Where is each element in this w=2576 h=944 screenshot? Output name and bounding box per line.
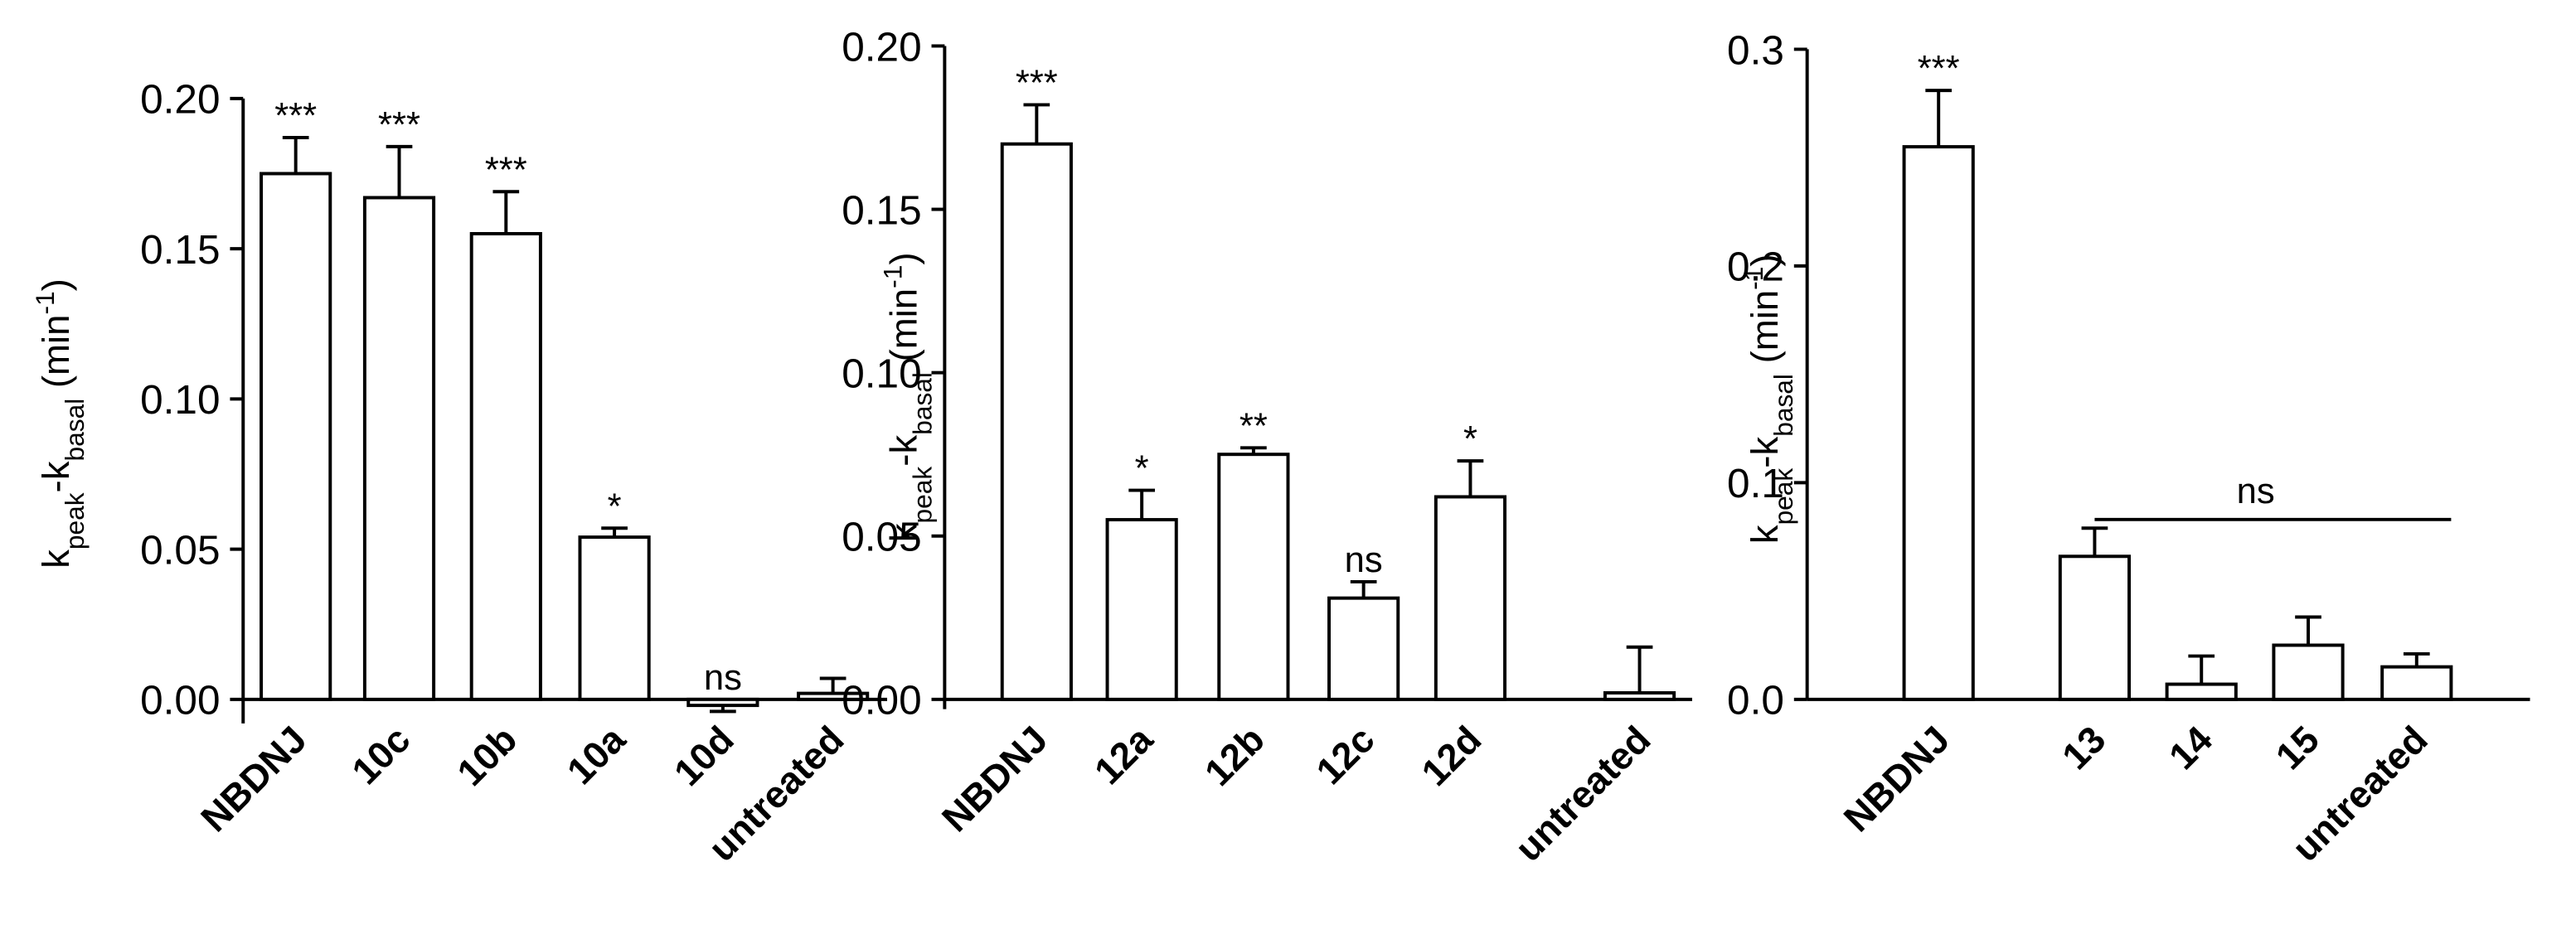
- significance-label: ***: [1918, 49, 1960, 89]
- x-tick-label: 10b: [449, 718, 526, 794]
- significance-label: ***: [378, 105, 420, 145]
- y-tick-label: 0.10: [842, 351, 921, 396]
- y-axis-label: kpeak-kbasal (min-1): [1739, 254, 1798, 544]
- y-label-part: (min: [35, 315, 77, 399]
- y-label-part: ): [35, 278, 77, 291]
- significance-label: *: [608, 487, 622, 526]
- significance-label: ***: [1016, 64, 1058, 104]
- y-label-part: basal: [1768, 374, 1798, 437]
- y-tick-label: 0.10: [140, 377, 220, 423]
- y-axis-label: kpeak-kbasal (min-1): [878, 253, 938, 543]
- bar: [1434, 495, 1507, 701]
- y-label-part: peak: [60, 492, 90, 549]
- y-label-part: peak: [1768, 468, 1798, 525]
- y-axis-label: kpeak-kbasal (min-1): [30, 278, 90, 569]
- significance-label: ns: [704, 658, 742, 698]
- y-tick-label: 0.15: [140, 227, 220, 273]
- x-tick-label: 15: [2268, 718, 2327, 777]
- y-tick-label: 0.20: [140, 77, 220, 123]
- y-tick-label: 0.20: [842, 24, 921, 70]
- bar: [2165, 682, 2238, 701]
- y-tick-label: 0.3: [1727, 27, 1784, 73]
- significance-label: *: [1463, 419, 1477, 459]
- y-tick-label: 0.2: [1727, 244, 1784, 290]
- y-tick-label: 0.1: [1727, 461, 1784, 506]
- y-label-part: (min: [1744, 290, 1786, 374]
- y-label-part: k: [1744, 525, 1786, 544]
- significance-label: ***: [485, 150, 527, 190]
- y-label-part: ): [1744, 254, 1786, 266]
- y-label-part: -k: [1744, 437, 1786, 468]
- significance-label: **: [1239, 406, 1268, 446]
- x-tick-label: NBDNJ: [1836, 718, 1957, 840]
- bar: [2058, 554, 2132, 701]
- bar: [1902, 145, 1975, 701]
- bar: [469, 231, 542, 701]
- x-tick-label: NBDNJ: [934, 718, 1055, 840]
- bar: [578, 535, 651, 701]
- bar: [2380, 665, 2453, 701]
- significance-label: *: [1135, 449, 1149, 489]
- x-tick-label: 14: [2161, 718, 2220, 777]
- y-label-part: -1: [30, 291, 60, 314]
- significance-label: ns: [2237, 472, 2275, 511]
- y-label-part: k: [883, 523, 925, 542]
- chart-panel: 0.00 0.05 0.10 0.15 0.20 kpeak-kbasal (min-1)…: [30, 77, 888, 869]
- y-label-part: ): [883, 253, 925, 265]
- x-tick-label: untreated: [1507, 718, 1659, 869]
- y-label-part: -1: [1739, 267, 1768, 290]
- x-tick-label: 12a: [1086, 718, 1161, 792]
- y-label-part: peak: [908, 467, 938, 524]
- bar: [686, 697, 759, 708]
- y-label-part: (min: [883, 288, 925, 372]
- x-tick-label: 10d: [666, 718, 742, 794]
- significance-label: ns: [1345, 540, 1383, 580]
- x-tick-label: 12d: [1414, 718, 1490, 794]
- x-tick-label: 13: [2054, 718, 2113, 777]
- y-label-part: -k: [883, 435, 925, 467]
- x-tick-label: 10c: [344, 718, 419, 792]
- y-label-part: k: [35, 549, 77, 569]
- chart-panel: 0.00 0.05 0.10 0.15 0.20 kpeak-kbasal (min-1)…: [842, 24, 1692, 869]
- y-tick-label: 0.0: [1727, 678, 1784, 724]
- y-tick-label: 0.05: [140, 527, 220, 573]
- bar: [1217, 453, 1290, 701]
- y-label-part: basal: [60, 399, 90, 462]
- y-label-part: basal: [908, 372, 938, 435]
- bar: [362, 196, 436, 701]
- y-tick-label: 0.15: [842, 187, 921, 233]
- x-tick-label: NBDNJ: [193, 718, 315, 840]
- y-tick-label: 0.00: [140, 678, 220, 724]
- x-tick-label: 12c: [1308, 718, 1383, 792]
- x-tick-label: 10a: [559, 718, 633, 792]
- y-label-part: -k: [35, 461, 77, 492]
- bar: [1327, 596, 1400, 701]
- bar: [1105, 518, 1178, 701]
- y-tick-label: 0.05: [842, 515, 921, 560]
- x-tick-label: 12b: [1196, 718, 1273, 794]
- y-tick-label: 0.00: [842, 678, 921, 724]
- y-label-part: -1: [878, 265, 908, 288]
- significance-label: ***: [274, 96, 317, 136]
- bar: [1000, 142, 1073, 701]
- bar: [2272, 643, 2345, 701]
- bar: [1603, 690, 1676, 701]
- chart-panel: 0.0 0.1 0.2 0.3 kpeak-kbasal (min-1) NBDNJ ***…: [1727, 27, 2530, 869]
- bar: [260, 172, 332, 701]
